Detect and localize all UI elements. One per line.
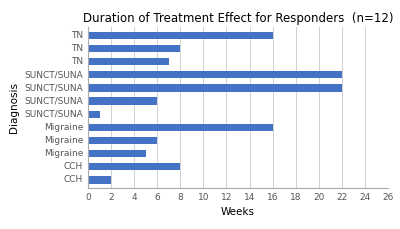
Bar	[88, 137, 157, 144]
Bar	[88, 71, 342, 78]
Bar	[88, 32, 273, 39]
Title: Duration of Treatment Effect for Responders  (n=12): Duration of Treatment Effect for Respond…	[83, 12, 393, 25]
Bar	[88, 58, 169, 65]
Bar	[88, 124, 273, 131]
Bar	[88, 84, 342, 92]
Bar	[88, 150, 146, 157]
Bar	[88, 111, 100, 118]
Bar	[88, 163, 180, 170]
Y-axis label: Diagnosis: Diagnosis	[9, 82, 19, 133]
X-axis label: Weeks: Weeks	[221, 207, 255, 217]
Bar	[88, 45, 180, 52]
Bar	[88, 176, 111, 183]
Bar	[88, 98, 157, 105]
